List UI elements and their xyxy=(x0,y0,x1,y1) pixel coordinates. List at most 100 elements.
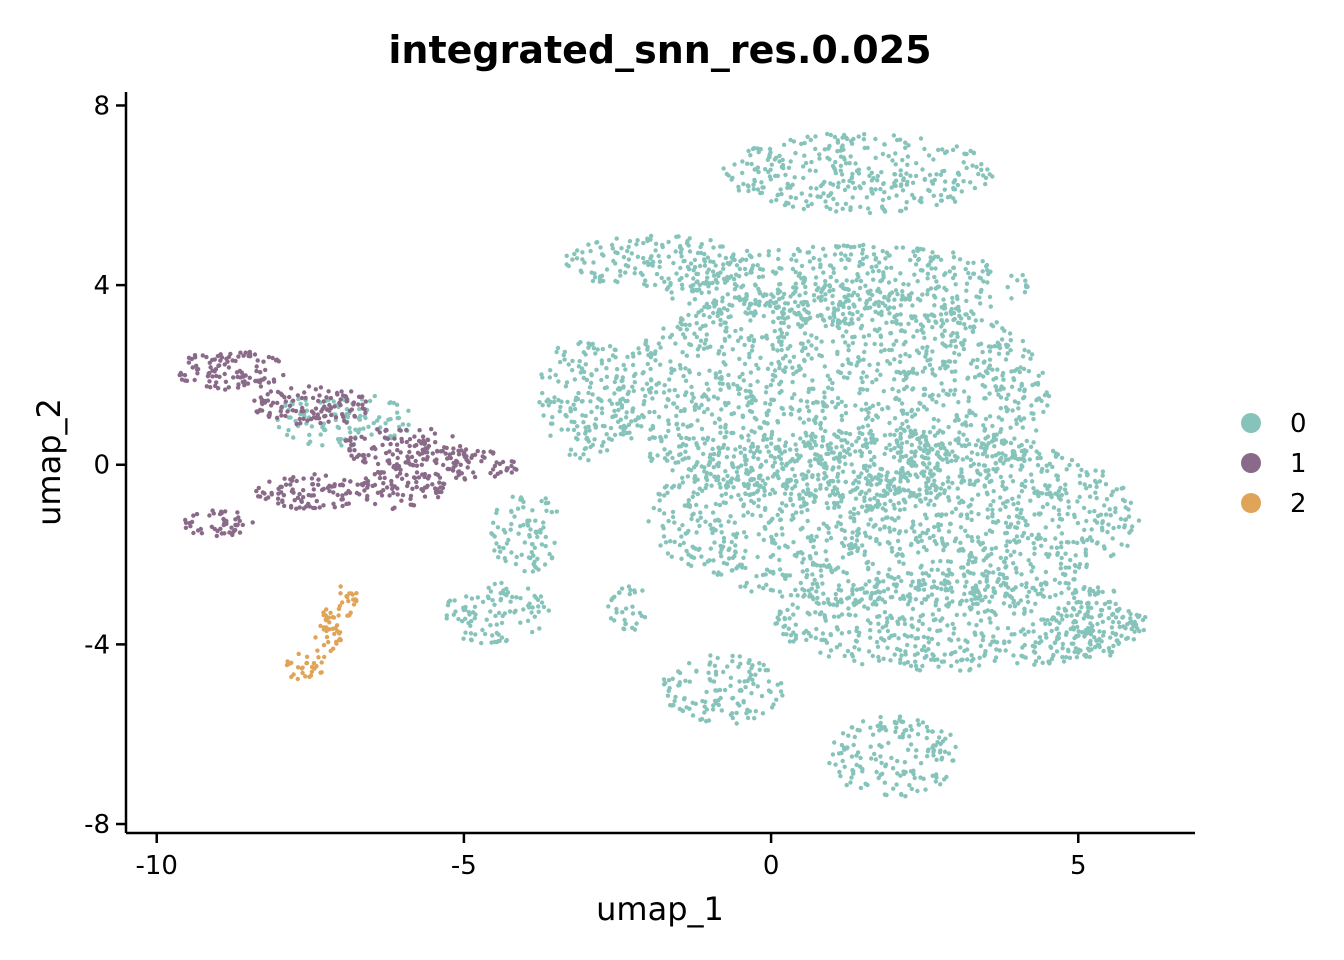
point-cluster-0 xyxy=(798,341,804,346)
point-cluster-0 xyxy=(697,263,703,269)
point-cluster-0 xyxy=(707,459,712,464)
point-cluster-0 xyxy=(846,551,852,557)
point-cluster-0 xyxy=(898,479,903,484)
point-cluster-0 xyxy=(901,561,906,566)
point-cluster-0 xyxy=(662,493,667,498)
point-cluster-0 xyxy=(913,636,918,641)
point-cluster-0 xyxy=(793,636,799,641)
point-cluster-0 xyxy=(875,178,880,183)
point-cluster-0 xyxy=(730,555,736,560)
point-cluster-0 xyxy=(921,634,927,640)
point-cluster-0 xyxy=(291,435,296,440)
point-cluster-0 xyxy=(683,322,688,327)
point-cluster-0 xyxy=(779,347,784,353)
point-cluster-0 xyxy=(727,334,732,339)
point-cluster-0 xyxy=(621,254,627,260)
point-cluster-0 xyxy=(850,279,855,284)
point-cluster-0 xyxy=(951,250,956,255)
point-cluster-0 xyxy=(1075,540,1080,546)
point-cluster-0 xyxy=(950,147,956,153)
point-cluster-0 xyxy=(920,621,925,627)
point-cluster-0 xyxy=(717,348,722,354)
point-cluster-0 xyxy=(824,557,829,563)
point-cluster-0 xyxy=(834,209,839,214)
point-cluster-0 xyxy=(1026,629,1031,634)
point-cluster-0 xyxy=(916,256,922,262)
point-cluster-0 xyxy=(764,567,770,572)
point-cluster-0 xyxy=(981,173,986,178)
point-cluster-0 xyxy=(961,565,966,570)
point-cluster-0 xyxy=(816,472,821,478)
point-cluster-0 xyxy=(877,527,883,532)
point-cluster-0 xyxy=(995,367,1000,372)
point-cluster-0 xyxy=(713,372,719,377)
point-cluster-0 xyxy=(1069,641,1075,646)
point-cluster-0 xyxy=(976,171,981,177)
point-cluster-0 xyxy=(947,485,952,490)
point-cluster-0 xyxy=(696,547,701,552)
point-cluster-0 xyxy=(669,290,674,295)
point-cluster-0 xyxy=(680,523,685,528)
point-cluster-0 xyxy=(813,434,818,439)
point-cluster-0 xyxy=(1056,606,1061,611)
point-cluster-0 xyxy=(488,589,494,594)
point-cluster-0 xyxy=(750,677,755,682)
point-cluster-0 xyxy=(872,454,877,460)
point-cluster-0 xyxy=(816,285,821,291)
point-cluster-0 xyxy=(842,653,847,659)
point-cluster-0 xyxy=(875,361,881,367)
point-cluster-0 xyxy=(795,246,801,252)
point-cluster-0 xyxy=(922,176,927,182)
point-cluster-0 xyxy=(725,382,731,387)
point-cluster-0 xyxy=(919,647,925,653)
point-cluster-0 xyxy=(623,263,629,268)
point-cluster-0 xyxy=(774,197,779,203)
point-cluster-0 xyxy=(838,163,844,168)
point-cluster-0 xyxy=(935,567,940,572)
point-cluster-0 xyxy=(814,186,819,191)
point-cluster-0 xyxy=(895,292,900,297)
point-cluster-0 xyxy=(1075,624,1080,630)
point-cluster-0 xyxy=(835,395,841,401)
point-cluster-0 xyxy=(996,415,1001,420)
point-cluster-0 xyxy=(607,398,612,403)
point-cluster-0 xyxy=(894,725,899,730)
point-cluster-0 xyxy=(935,430,940,436)
point-cluster-0 xyxy=(813,488,818,493)
point-cluster-0 xyxy=(870,653,875,659)
point-cluster-0 xyxy=(949,339,954,344)
point-cluster-0 xyxy=(692,474,698,479)
point-cluster-0 xyxy=(643,342,648,347)
point-cluster-0 xyxy=(802,500,807,505)
point-cluster-0 xyxy=(706,670,711,675)
point-cluster-0 xyxy=(863,437,868,442)
point-cluster-0 xyxy=(902,661,907,666)
point-cluster-0 xyxy=(747,669,752,674)
point-cluster-0 xyxy=(921,545,927,550)
point-cluster-0 xyxy=(1009,384,1015,389)
point-cluster-0 xyxy=(875,581,880,587)
point-cluster-0 xyxy=(966,270,971,276)
point-cluster-0 xyxy=(900,408,906,413)
point-cluster-0 xyxy=(779,681,784,686)
point-cluster-0 xyxy=(806,417,811,422)
point-cluster-0 xyxy=(984,574,990,579)
point-cluster-0 xyxy=(973,632,978,637)
point-cluster-0 xyxy=(920,167,925,172)
point-cluster-0 xyxy=(1097,613,1102,619)
point-cluster-0 xyxy=(598,397,603,403)
point-cluster-0 xyxy=(612,408,617,414)
point-cluster-0 xyxy=(1008,440,1014,446)
point-cluster-0 xyxy=(1037,635,1043,640)
point-cluster-0 xyxy=(989,551,994,557)
point-cluster-0 xyxy=(1035,463,1041,468)
point-cluster-0 xyxy=(850,340,856,346)
point-cluster-0 xyxy=(689,399,694,404)
point-cluster-0 xyxy=(944,311,949,316)
point-cluster-0 xyxy=(918,446,923,451)
point-cluster-0 xyxy=(726,556,732,561)
point-cluster-0 xyxy=(1059,455,1065,461)
point-cluster-0 xyxy=(818,262,823,267)
point-cluster-0 xyxy=(874,482,880,487)
point-cluster-0 xyxy=(721,306,727,311)
